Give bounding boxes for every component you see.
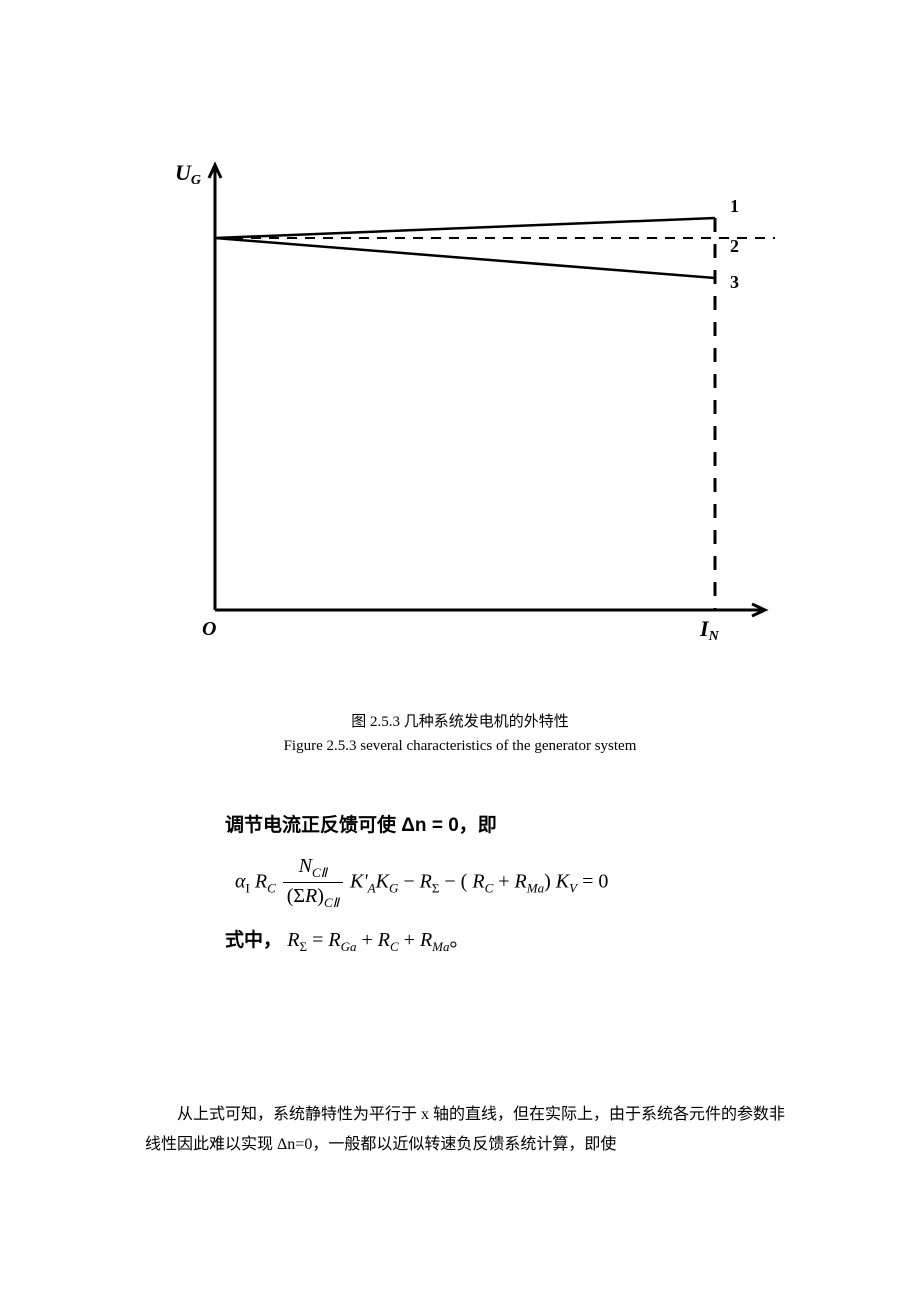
equation-intro: 调节电流正反馈可使 Δn = 0，即 [225, 810, 725, 837]
chart-svg: 1 2 3 UG O IN [175, 150, 775, 640]
body-p1: 从上式可知，系统静特性为平行于 x 轴的直线，但在实际上，由于系统各元件的参数非… [145, 1100, 785, 1161]
x-axis-label: IN [699, 616, 720, 640]
figure-caption: 图 2.5.3 几种系统发电机的外特性 Figure 2.5.3 several… [0, 710, 920, 758]
equation-main: αI RC NCⅡ (ΣR)CⅡ K'AKG − RΣ − ( RC + RMa… [235, 855, 725, 911]
series-line-1 [215, 218, 715, 238]
caption-chinese: 图 2.5.3 几种系统发电机的外特性 [0, 710, 920, 734]
series-line-3 [215, 238, 715, 278]
body-paragraph: 从上式可知，系统静特性为平行于 x 轴的直线，但在实际上，由于系统各元件的参数非… [145, 1100, 785, 1161]
equation-where: 式中， RΣ = RGa + RC + RMa。 [225, 923, 725, 955]
series-label-1: 1 [730, 196, 739, 216]
series-label-2: 2 [730, 236, 739, 256]
equation-block: 调节电流正反馈可使 Δn = 0，即 αI RC NCⅡ (ΣR)CⅡ K'AK… [225, 810, 725, 955]
y-axis-label: UG [175, 160, 201, 188]
caption-english: Figure 2.5.3 several characteristics of … [0, 734, 920, 758]
external-characteristic-chart: 1 2 3 UG O IN [175, 150, 775, 640]
series-label-3: 3 [730, 272, 739, 292]
origin-label: O [202, 618, 216, 640]
